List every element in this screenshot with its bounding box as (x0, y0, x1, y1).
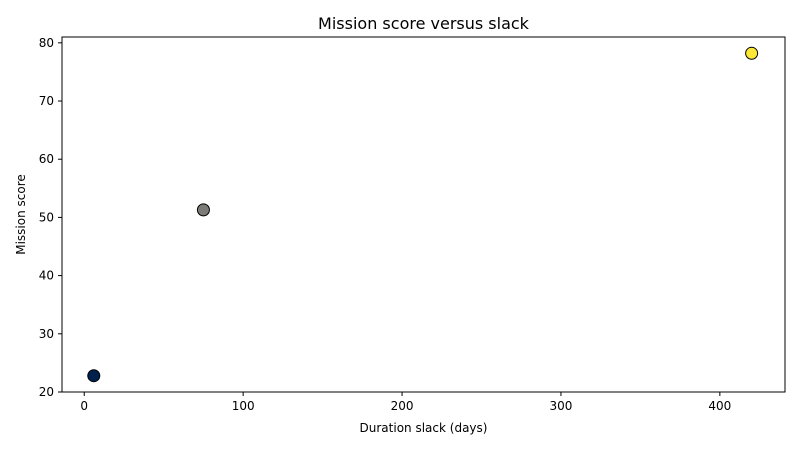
x-axis-ticks: 0 100 200 300 400 (80, 392, 731, 413)
y-tick-label: 80 (39, 36, 54, 50)
axes-frame (61, 36, 786, 393)
data-point-1 (87, 369, 101, 383)
data-point-3 (745, 46, 759, 60)
y-tick-label: 40 (39, 269, 54, 283)
x-tick-label: 400 (708, 399, 731, 413)
x-tick-label: 0 (80, 399, 88, 413)
y-tick-label: 60 (39, 152, 54, 166)
y-tick-label: 30 (39, 327, 54, 341)
x-tick-label: 100 (232, 399, 255, 413)
y-tick-label: 20 (39, 385, 54, 399)
plot-area (61, 36, 786, 393)
x-axis-label: Duration slack (days) (360, 421, 488, 435)
x-tick-label: 300 (549, 399, 572, 413)
y-tick-label: 50 (39, 210, 54, 224)
y-tick-label: 70 (39, 94, 54, 108)
data-point-2 (196, 203, 210, 217)
data-points (87, 46, 759, 383)
x-tick-label: 200 (391, 399, 414, 413)
chart-title: Mission score versus slack (318, 14, 530, 33)
y-axis-label: Mission score (14, 174, 28, 255)
y-axis-ticks: 20 30 40 50 60 70 80 (39, 36, 62, 399)
